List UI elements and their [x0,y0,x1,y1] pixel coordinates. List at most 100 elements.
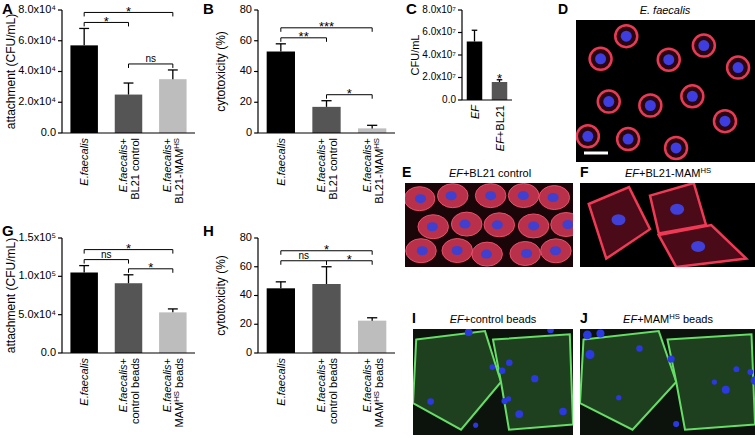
bar [159,79,186,133]
bacterium [427,398,434,405]
error-bar [79,28,89,45]
nucleus [670,204,684,215]
text-span: HS [172,391,181,402]
text-span: E.faecalis [275,358,287,406]
category-label: E.faecalis+BL21 control [117,138,141,200]
panel-letter: A [2,0,13,17]
y-axis-label: attachment (CFU/mL) [4,238,18,353]
x-axis [62,132,195,133]
bacterium [506,359,513,366]
background [580,183,755,267]
error-cap [124,82,134,83]
x-axis [258,132,395,133]
tick-label: 2.0x10⁷ [422,71,456,82]
plot-area [267,267,387,353]
bracket-line [84,260,128,264]
cell [639,95,661,117]
tick-mark [58,352,62,353]
error-cap [124,274,134,275]
cell [437,184,468,208]
y-axis [61,238,62,353]
tick-label: 4.0x10⁷ [422,49,456,60]
error-line [326,267,327,284]
nucleus [459,220,470,229]
text-span: EF [450,313,465,325]
error-bar [367,125,377,128]
chart-panel: 0.02.0x10⁴4.0x10⁴6.0x10⁴8.0x10⁴attachmen… [2,0,195,204]
tick-label: 6.0x10⁴ [18,34,56,46]
nucleus [612,214,626,225]
cell [589,187,650,258]
tick-label: 20 [240,95,252,107]
error-bar [321,267,331,284]
nucleus [582,131,593,142]
cell [551,213,573,237]
error-line [172,70,173,79]
error-bar [124,83,134,95]
text-span: E.faecalis [78,358,90,406]
nucleus [485,191,496,200]
significance-label: * [126,4,131,19]
significance-bracket [281,261,327,265]
error-line [84,266,85,273]
nucleus [417,246,428,255]
tick-label: 5.0x10⁴ [18,308,56,320]
panel-letter: C [406,0,417,17]
cell [658,49,680,71]
text-span: control beads [327,358,339,425]
error-line [280,44,281,52]
panel-letter: I [412,310,416,326]
bacterium [473,423,478,428]
text-span: E.faecalis [361,364,373,412]
significance-label: * [347,252,352,267]
error-bar [168,309,178,312]
bar [358,128,386,133]
bacterium [747,369,753,375]
tick-mark [254,295,258,296]
text-span: + [315,138,327,144]
y-axis-label: cytotoxicity (%) [214,255,228,336]
text-span: E.faecalis [161,144,173,192]
tick-label: 20 [240,317,252,329]
error-bar [168,70,178,79]
cell [681,85,703,107]
cell [539,186,570,210]
text-span: BL21 control [327,138,339,200]
text-span: BL21-MAM [173,149,185,204]
panel-letter: J [580,310,588,326]
bar [312,107,340,133]
y-axis-label: attachment (CFU/mL) [4,14,18,129]
cell [493,334,573,429]
significance-label: * [104,14,109,29]
tick-mark [458,99,462,100]
nucleus [550,246,561,255]
bacterium [583,331,592,340]
error-bar [79,266,89,273]
cell [418,215,449,239]
tick-label: 60 [240,260,252,272]
text-span: BL21-MAM [373,149,385,204]
nucleus [481,250,492,259]
bacterium [616,395,621,400]
tick-mark [254,40,258,41]
nucleus [645,100,656,111]
micrograph [576,20,755,162]
background [576,20,755,162]
text-span: control beads [129,358,141,425]
panel-letter: D [558,1,568,17]
text-span: E.faecalis [361,144,373,192]
category-label: E.faecalis+control beads [315,358,339,425]
bacterium [712,379,717,384]
significance-label: *** [319,19,334,34]
nucleus [687,91,698,102]
text-span: HS [372,391,381,402]
tick-mark [58,71,62,72]
background [413,329,573,435]
bacterium [673,421,679,427]
significance-label: * [126,241,131,256]
tick-mark [58,314,62,315]
image-caption: EF+control beads [450,313,537,325]
category-label: E.faecalis [275,138,287,186]
nucleus [698,40,709,51]
image-caption: EF+BL21-MAMHS [625,166,711,179]
